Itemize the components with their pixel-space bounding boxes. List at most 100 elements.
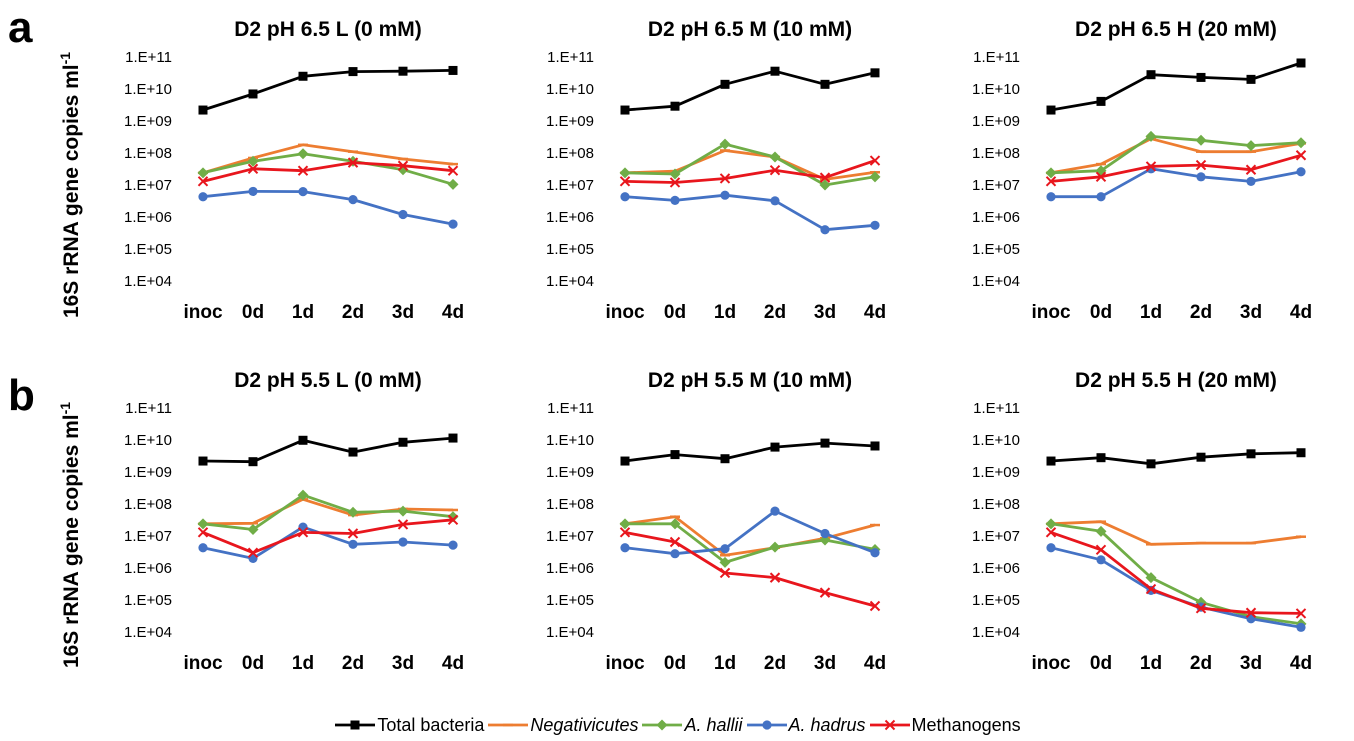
chart-panel: D2 pH 5.5 H (20 mM) 1.E+04 1.E+05 1.E+06 1.E… (972, 369, 1312, 674)
x-tick-label: inoc (605, 302, 644, 323)
total-bacteria-point (198, 105, 208, 115)
a-hadrus-point (348, 194, 358, 205)
legend-swatch (488, 723, 529, 727)
y-tick-label: 1.E+04 (972, 624, 1020, 641)
series-total-bacteria (620, 438, 880, 466)
a-hallii-point (869, 171, 881, 183)
y-tick-label: 1.E+05 (124, 241, 172, 258)
series-methanogens (197, 157, 459, 187)
a-hadrus-point (720, 544, 730, 554)
series-a-hadrus (198, 186, 458, 229)
series-methanogens (619, 155, 881, 188)
x-tick-label: 0d (664, 302, 686, 323)
series-total-bacteria (1046, 448, 1306, 469)
total-bacteria-line (1050, 451, 1302, 466)
methanogens-point (1145, 161, 1157, 172)
a-hadrus-point (1296, 622, 1306, 632)
x-tick-label: 3d (814, 302, 836, 323)
chart-panel: D2 pH 6.5 M (10 mM) 1.E+04 1.E+05 1.E+06 1.E… (546, 18, 886, 323)
a-hadrus-point (448, 219, 458, 229)
a-hallii-point (347, 506, 359, 518)
a-hallii-point (669, 168, 681, 180)
x-tick-label: 4d (1290, 653, 1312, 674)
a-hallii-point (447, 178, 459, 190)
a-hallii-point (297, 489, 309, 501)
series-a-hallii (619, 518, 881, 568)
total-bacteria-point (1146, 70, 1156, 80)
total-bacteria-point (1296, 58, 1306, 68)
total-bacteria-point (770, 66, 780, 76)
y-tick-label: 1.E+09 (124, 113, 172, 130)
y-tick-label: 1.E+10 (972, 81, 1020, 98)
methanogens-point (1095, 171, 1107, 183)
a-hallii-point (769, 151, 781, 163)
methanogens-point (619, 176, 631, 187)
x-tick-label: 3d (1240, 653, 1262, 674)
a-hadrus-point (870, 220, 880, 230)
y-tick-label: 1.E+08 (124, 145, 172, 162)
a-hallii-line (202, 493, 454, 531)
x-tick-label: 2d (764, 302, 786, 323)
y-tick-label: 1.E+05 (546, 241, 594, 258)
legend: Total bacteria Negativicutes A. hallii A. h… (0, 712, 1354, 738)
total-bacteria-point (1196, 452, 1206, 462)
a-hadrus-point (620, 192, 630, 202)
a-hallii-point (819, 534, 831, 546)
series-methanogens (1045, 527, 1307, 619)
methanogens-point (1045, 176, 1057, 187)
legend-swatch (642, 719, 683, 731)
total-bacteria-point (448, 65, 458, 75)
methanogens-line (1050, 531, 1302, 615)
total-bacteria-point (820, 79, 830, 89)
x-tick-label: 2d (342, 302, 364, 323)
y-tick-label: 1.E+06 (124, 209, 172, 226)
x-tick-label: 3d (392, 653, 414, 674)
x-tick-label: 0d (1090, 653, 1112, 674)
a-hadrus-point (1196, 172, 1206, 182)
a-hadrus-point (1246, 176, 1256, 186)
legend-point (350, 720, 360, 730)
a-hallii-point (397, 505, 409, 517)
x-tick-label: 2d (764, 653, 786, 674)
methanogens-point (1245, 164, 1257, 175)
chart-title: D2 pH 5.5 H (20 mM) (1075, 369, 1277, 392)
x-tick-label: 3d (814, 653, 836, 674)
a-hallii-point (619, 167, 631, 179)
methanogens-point (1295, 150, 1307, 161)
chart-panel: D2 pH 5.5 M (10 mM) 1.E+04 1.E+05 1.E+06 1.E… (546, 369, 886, 674)
y-axis-label-top: 16S rRNA gene copies ml-1 (57, 52, 83, 318)
y-tick-label: 1.E+05 (972, 592, 1020, 609)
total-bacteria-point (398, 437, 408, 447)
chart-title: D2 pH 6.5 L (0 mM) (234, 18, 421, 41)
total-bacteria-line (202, 436, 454, 464)
figure: a b 16S rRNA gene copies ml-1 16S rRNA g… (8, 3, 1312, 674)
methanogens-point (247, 163, 259, 175)
legend-label: Total bacteria (377, 714, 485, 735)
total-bacteria-point (870, 68, 880, 78)
series-a-hadrus (620, 506, 880, 559)
a-hadrus-point (1046, 192, 1056, 202)
a-hadrus-point (248, 186, 258, 197)
y-tick-label: 1.E+08 (972, 145, 1020, 162)
legend-point (884, 719, 895, 731)
series-total-bacteria (198, 433, 458, 467)
total-bacteria-point (448, 433, 458, 443)
legend-swatch (746, 720, 787, 730)
legend-item-methanogens: Methanogens (868, 715, 1021, 736)
methanogens-point (819, 587, 831, 598)
y-axis-label-bottom: 16S rRNA gene copies ml-1 (57, 402, 83, 668)
y-tick-label: 1.E+07 (546, 528, 594, 545)
a-hadrus-point (820, 528, 830, 539)
series-methanogens (619, 527, 881, 612)
methanogens-point (1195, 603, 1207, 614)
methanogens-point (297, 527, 309, 538)
total-bacteria-point (348, 67, 358, 77)
y-tick-label: 1.E+06 (972, 560, 1020, 577)
a-hadrus-point (198, 543, 208, 553)
total-bacteria-point (1096, 453, 1106, 463)
x-tick-label: 1d (714, 653, 736, 674)
series-a-hadrus (1046, 164, 1306, 202)
legend-item-negativicutes: Negativicutes (486, 715, 638, 736)
total-bacteria-point (398, 66, 408, 76)
y-tick-label: 1.E+10 (546, 432, 594, 449)
